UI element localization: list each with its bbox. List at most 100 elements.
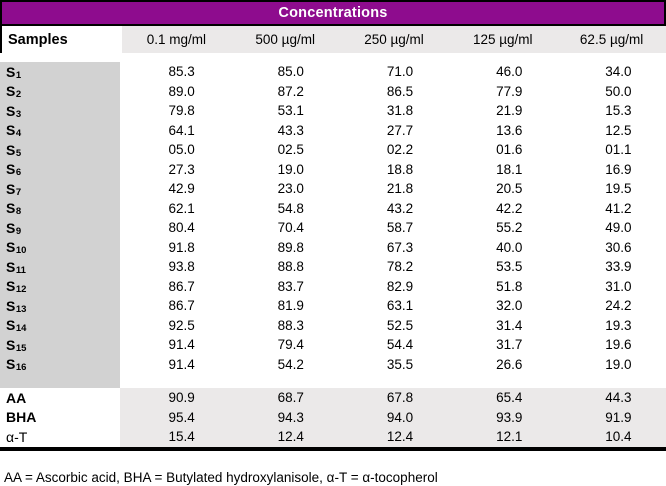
value-cell: 19.0 (605, 356, 632, 372)
value-cell: 58.7 (386, 220, 414, 236)
value-cell: 93.8 (168, 259, 195, 275)
table-row: S 13 86.7 81.9 63.1 32.0 24.2 (0, 296, 666, 316)
column-header: 62.5 µg/ml (557, 26, 666, 53)
value-cell: 35.5 (386, 356, 414, 372)
value-cell: 67.8 (338, 388, 448, 408)
value-cell: 95.4 (120, 407, 230, 427)
value-cell: 42.9 (168, 181, 195, 197)
value-cell: 82.9 (386, 278, 414, 294)
table-row: S 12 86.7 83.7 82.9 51.8 31.0 (0, 276, 666, 296)
table-row: S 15 91.4 79.4 54.4 31.7 19.6 (0, 335, 666, 355)
value-cell: 91.9 (556, 407, 666, 427)
value-cell: 15.3 (605, 103, 632, 119)
value-cell: 26.6 (496, 356, 523, 372)
table-row: S 6 27.3 19.0 18.8 18.1 16.9 (0, 159, 666, 179)
value-cell: 62.1 (168, 200, 195, 216)
value-cell: 30.6 (605, 239, 632, 255)
column-header: 500 µg/ml (230, 26, 340, 53)
value-cell: 71.0 (386, 64, 414, 80)
value-cell: 32.0 (496, 298, 523, 314)
value-cell: 67.3 (386, 239, 414, 255)
value-cell: 12.1 (447, 427, 557, 447)
row-label-subscript: 2 (15, 89, 22, 101)
table-title-band: Concentrations (0, 0, 666, 26)
value-cell: 27.3 (168, 161, 195, 177)
column-header: 250 µg/ml (339, 26, 449, 53)
samples-header-cell: Samples (2, 26, 122, 53)
row-label-subscript: 6 (15, 167, 22, 179)
value-cell: 83.7 (277, 278, 304, 294)
row-label-subscript: 8 (15, 206, 22, 218)
value-cell: 19.0 (277, 161, 304, 177)
value-cell: 92.5 (168, 317, 195, 333)
table-row: S 11 93.8 88.8 78.2 53.5 33.9 (0, 257, 666, 277)
row-label: S 12 (0, 276, 120, 296)
value-cell: 49.0 (605, 220, 632, 236)
table-row: α-T 15.4 12.4 12.4 12.1 10.4 (0, 427, 666, 447)
tail-spacer-cell (0, 374, 120, 388)
value-cell: 55.2 (496, 220, 523, 236)
value-cell: 52.5 (386, 317, 414, 333)
value-cell: 89.8 (277, 239, 304, 255)
table-row: S 16 91.4 54.2 35.5 26.6 19.0 (0, 354, 666, 374)
value-cell: 31.8 (386, 103, 414, 119)
row-label-subscript: 7 (15, 186, 22, 198)
value-cell: 91.4 (168, 337, 195, 353)
value-cell: 40.0 (496, 239, 523, 255)
row-label-subscript: 3 (15, 108, 22, 120)
value-cell: 01.6 (496, 142, 523, 158)
value-cell: 79.4 (277, 337, 304, 353)
column-header: 125 µg/ml (448, 26, 558, 53)
row-label: S 11 (0, 257, 120, 277)
value-cell: 87.2 (277, 83, 304, 99)
value-cell: 21.8 (386, 181, 414, 197)
value-cell: 68.7 (229, 388, 339, 408)
value-cell: 19.6 (605, 337, 632, 353)
value-cell: 31.4 (496, 317, 523, 333)
column-header: 0.1 mg/ml (122, 26, 231, 53)
footnote: AA = Ascorbic acid, BHA = Butylated hydr… (4, 469, 438, 485)
value-cell: 41.2 (605, 200, 632, 216)
value-cell: 78.2 (386, 259, 414, 275)
value-cell: 43.2 (386, 200, 414, 216)
value-cell: 02.2 (386, 142, 414, 158)
value-cell: 81.9 (277, 298, 304, 314)
value-cell: 86.5 (386, 83, 414, 99)
value-cell: 90.9 (120, 388, 230, 408)
row-label: BHA (6, 409, 37, 426)
table-row: S 9 80.4 70.4 58.7 55.2 49.0 (0, 218, 666, 238)
row-label-subscript: 9 (15, 225, 22, 237)
value-cell: 85.0 (277, 64, 304, 80)
value-cell: 12.4 (229, 427, 339, 447)
row-label-subscript: 13 (15, 303, 27, 315)
value-cell: 31.0 (605, 278, 632, 294)
row-label-subscript: 14 (15, 323, 27, 335)
value-cell: 46.0 (496, 64, 523, 80)
row-label-subscript: 10 (15, 245, 27, 257)
value-cell: 54.8 (277, 200, 304, 216)
standard-rows: AA 90.9 68.7 67.8 65.4 44.3 BHA 95.4 94.3 94.0 93.… (0, 388, 666, 447)
table-row: BHA 95.4 94.3 94.0 93.9 91.9 (0, 407, 666, 427)
value-cell: 51.8 (496, 278, 523, 294)
value-cell: 53.5 (496, 259, 523, 275)
row-label-subscript: 16 (15, 362, 27, 374)
table-bottom-rule (0, 446, 666, 451)
value-cell: 43.3 (277, 122, 304, 138)
value-cell: 88.3 (277, 317, 304, 333)
value-cell: 02.5 (277, 142, 304, 158)
value-cell: 77.9 (496, 83, 523, 99)
value-cell: 21.9 (496, 103, 523, 119)
value-cell: 24.2 (605, 298, 632, 314)
table-row: S 2 89.0 87.2 86.5 77.9 50.0 (0, 81, 666, 101)
row-label-subscript: 5 (15, 147, 22, 159)
value-cell: 70.4 (277, 220, 304, 236)
value-cell: 54.2 (277, 356, 304, 372)
value-cell: 50.0 (605, 83, 632, 99)
row-label: S 10 (0, 237, 120, 257)
